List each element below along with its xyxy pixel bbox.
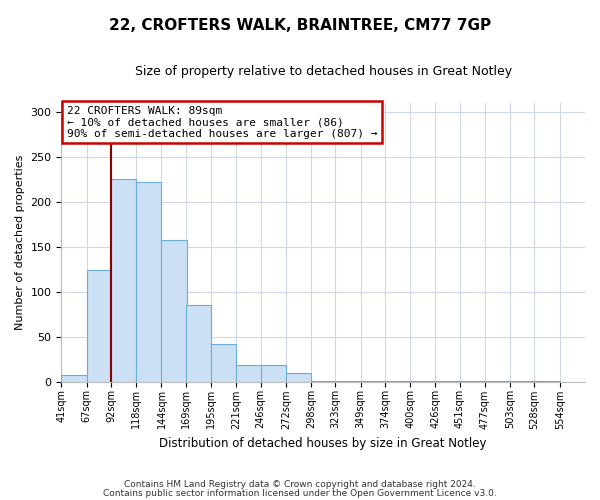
Text: 22, CROFTERS WALK, BRAINTREE, CM77 7GP: 22, CROFTERS WALK, BRAINTREE, CM77 7GP [109,18,491,32]
Bar [136,182,161,382]
Bar [236,366,262,382]
Bar [211,344,236,382]
X-axis label: Distribution of detached houses by size in Great Notley: Distribution of detached houses by size … [160,437,487,450]
Bar [260,366,286,382]
Bar [535,380,560,382]
Bar [111,179,136,382]
Bar [161,240,187,382]
Bar [186,305,211,382]
Title: Size of property relative to detached houses in Great Notley: Size of property relative to detached ho… [134,65,512,78]
Bar [61,375,86,382]
Bar [286,374,311,382]
Text: 22 CROFTERS WALK: 89sqm
← 10% of detached houses are smaller (86)
90% of semi-de: 22 CROFTERS WALK: 89sqm ← 10% of detache… [67,106,377,139]
Bar [311,380,337,382]
Text: Contains public sector information licensed under the Open Government Licence v3: Contains public sector information licen… [103,488,497,498]
Bar [86,270,112,382]
Text: Contains HM Land Registry data © Crown copyright and database right 2024.: Contains HM Land Registry data © Crown c… [124,480,476,489]
Y-axis label: Number of detached properties: Number of detached properties [15,154,25,330]
